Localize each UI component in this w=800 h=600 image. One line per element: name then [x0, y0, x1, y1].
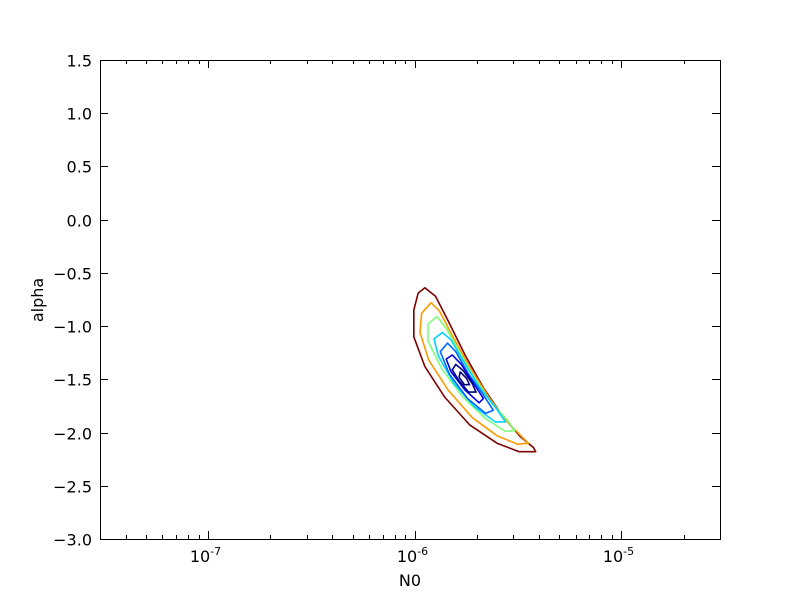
x-tick-label: 10-6	[397, 545, 428, 566]
contour-line-2	[419, 301, 530, 446]
plot-frame	[100, 60, 721, 540]
contour-line-6	[445, 354, 485, 404]
contour-line-1	[412, 286, 537, 453]
y-tick-label: −1.0	[53, 318, 92, 337]
y-tick-label: −2.5	[53, 478, 92, 497]
contour-layer	[412, 286, 537, 453]
x-tick-label: 10-7	[190, 545, 221, 566]
y-tick-label: 0.0	[67, 212, 92, 231]
contour-line-7	[451, 363, 477, 393]
y-tick-label: −2.0	[53, 425, 92, 444]
contour-line-4	[433, 331, 507, 423]
tick-label-layer: 10-7 10-6 10-5 1.5 1.0 0.5 0.0 −0.5 −1.0 −1.5 −2.0…	[53, 52, 634, 567]
y-tick-label: 1.5	[67, 52, 92, 71]
y-tick-label: −1.5	[53, 371, 92, 390]
y-tick-label: −0.5	[53, 265, 92, 284]
contour-line-3	[427, 315, 516, 433]
contour-line-8	[458, 371, 471, 386]
x-tick-label: 10-5	[603, 545, 634, 566]
y-axis-label: alpha	[28, 278, 47, 322]
contour-line-5	[439, 342, 495, 415]
y-tick-label: 1.0	[67, 105, 92, 124]
y-tick-label: −3.0	[53, 531, 92, 550]
x-axis-label: N0	[399, 571, 421, 590]
y-tick-label: 0.5	[67, 158, 92, 177]
